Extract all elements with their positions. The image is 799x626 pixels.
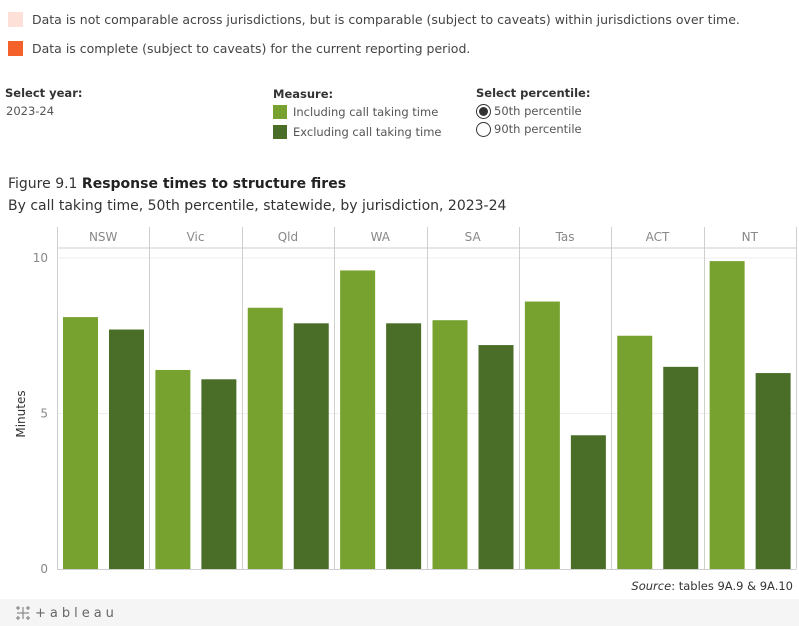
bar: Vic — Excluding call taking time: 6.1 — [201, 379, 237, 569]
y-axis: 0 5 10 — [33, 251, 48, 576]
y-tick-label: 10 — [33, 251, 48, 265]
figure-title: Figure 9.1 Response times to structure f… — [8, 176, 346, 192]
y-tick-label: 0 — [40, 562, 48, 576]
bar: ACT — Excluding call taking time: 6.5 — [663, 366, 699, 569]
jurisdiction-header: SA — [465, 230, 482, 244]
jurisdiction-header: NT — [742, 230, 759, 244]
measure-swatch-including — [273, 105, 287, 119]
legend-swatch-not-comparable — [8, 12, 23, 27]
percentile-option-label: 90th percentile — [494, 122, 582, 136]
year-filter-label: Select year: — [5, 86, 83, 100]
tableau-cross-icon — [16, 606, 30, 620]
source-label: Source — [631, 579, 672, 593]
jurisdiction-header: WA — [371, 230, 391, 244]
measure-item-label: Including call taking time — [293, 105, 439, 119]
jurisdiction-header: Qld — [278, 230, 298, 244]
percentile-selector: Select percentile: 50th percentile 90th … — [476, 86, 590, 138]
bar: ACT — Including call taking time: 7.5 — [617, 335, 653, 569]
bar: NT — Including call taking time: 9.9 — [709, 261, 745, 569]
year-filter[interactable]: Select year: 2023-24 — [5, 86, 82, 118]
tableau-wordmark: +ableau — [35, 605, 118, 621]
bar: Qld — Including call taking time: 8.4 — [247, 307, 283, 569]
measure-legend-label: Measure: — [273, 87, 334, 101]
bar: SA — Excluding call taking time: 7.2 — [478, 345, 514, 569]
measure-swatch-excluding — [273, 125, 287, 139]
bar: WA — Excluding call taking time: 7.9 — [386, 323, 422, 569]
bar: Qld — Excluding call taking time: 7.9 — [293, 323, 329, 569]
measure-legend: Measure: Including call taking time Excl… — [273, 87, 441, 142]
bar: SA — Including call taking time: 8 — [432, 320, 468, 569]
y-tick-label: 5 — [40, 407, 48, 421]
legend-label: Data is complete (subject to caveats) fo… — [32, 41, 471, 56]
jurisdiction-headers: NSW Vic Qld WA SA Tas ACT NT — [89, 230, 759, 244]
bar: Vic — Including call taking time: 6.4 — [155, 369, 191, 569]
bar: NT — Excluding call taking time: 6.3 — [755, 373, 791, 569]
source-note: Source: tables 9A.9 & 9A.10 — [631, 579, 793, 593]
percentile-option-label: 50th percentile — [494, 104, 582, 118]
figure-title-text: Response times to structure fires — [81, 176, 347, 192]
bar: Tas — Excluding call taking time: 4.3 — [570, 435, 606, 569]
panel-dividers — [57, 227, 797, 570]
legend-swatch-complete — [8, 41, 23, 56]
bar: WA — Including call taking time: 9.6 — [340, 270, 376, 569]
percentile-option-90th[interactable]: 90th percentile — [476, 120, 590, 138]
source-text: : tables 9A.9 & 9A.10 — [671, 579, 793, 593]
tableau-footer: +ableau — [0, 599, 799, 626]
percentile-selector-label: Select percentile: — [476, 86, 591, 100]
caveat-legend-complete: Data is complete (subject to caveats) fo… — [8, 41, 470, 56]
jurisdiction-header: Vic — [187, 230, 205, 244]
measure-item-label: Excluding call taking time — [293, 125, 442, 139]
jurisdiction-header: Tas — [555, 230, 575, 244]
bar: Tas — Including call taking time: 8.6 — [524, 301, 560, 569]
y-axis-title: Minutes — [14, 390, 28, 437]
measure-item-including[interactable]: Including call taking time — [273, 102, 441, 122]
bars: NSW — Including call taking time: 8.1 NSW… — [63, 261, 791, 569]
radio-unselected-icon[interactable] — [476, 121, 491, 137]
jurisdiction-header: NSW — [89, 230, 118, 244]
measure-item-excluding[interactable]: Excluding call taking time — [273, 122, 441, 142]
bar-chart: NSW Vic Qld WA SA Tas ACT NT NSW — Including ca… — [14, 227, 797, 576]
caveat-legend-not-comparable: Data is not comparable across jurisdicti… — [8, 12, 740, 27]
figure-number: Figure 9.1 — [8, 176, 78, 192]
jurisdiction-header: ACT — [646, 230, 670, 244]
bar: NSW — Excluding call taking time: 7.7 — [109, 329, 144, 569]
bar: NSW — Including call taking time: 8.1 — [63, 317, 98, 569]
radio-selected-icon[interactable] — [476, 103, 491, 119]
year-filter-value[interactable]: 2023-24 — [6, 104, 55, 118]
percentile-option-50th[interactable]: 50th percentile — [476, 102, 590, 120]
figure-subtitle: By call taking time, 50th percentile, st… — [8, 198, 507, 214]
legend-label: Data is not comparable across jurisdicti… — [32, 12, 740, 27]
tableau-logo[interactable]: +ableau — [14, 604, 118, 622]
